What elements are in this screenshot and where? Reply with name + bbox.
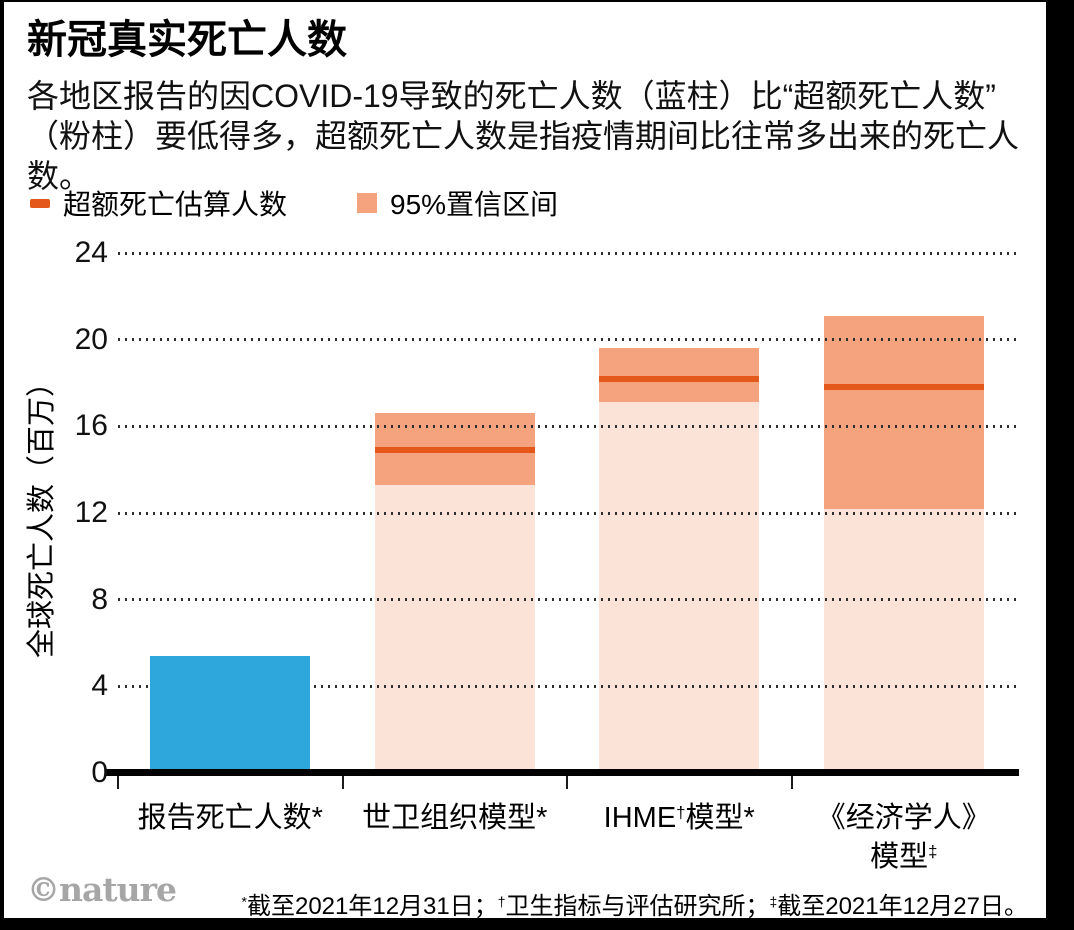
y-tick-label: 20: [74, 322, 108, 356]
footnote-text: 卫生指标与评估研究所；: [505, 893, 770, 920]
y-tick-label: 8: [91, 582, 108, 616]
chart-subtitle-line1: 各地区报告的因COVID-19导致的死亡人数（蓝柱）比“超额死亡人数”: [27, 78, 996, 114]
bar-ihme-model: [599, 348, 760, 773]
x-label-text: *: [743, 802, 755, 834]
x-label-text: 模型: [870, 841, 929, 873]
footnote-text: 截至2021年12月27日。: [777, 893, 1028, 920]
estimate-line: [374, 447, 535, 454]
footnote: *截至2021年12月31日；†卫生指标与评估研究所；‡截至2021年12月27…: [242, 886, 1028, 921]
gridline-16: [118, 424, 1016, 428]
y-tick-label: 4: [91, 669, 108, 703]
bar-who-model: [374, 413, 535, 773]
estimate-line: [823, 384, 984, 391]
legend-estimate-label: 超额死亡估算人数: [63, 189, 288, 220]
estimate-line: [599, 375, 760, 382]
gridline-8: [118, 598, 1016, 602]
x-axis-label: 报告死亡人数*: [90, 799, 370, 838]
x-axis-label: IHME†模型*: [539, 799, 819, 838]
x-axis-line: [106, 769, 1019, 776]
ci-swatch: [357, 193, 377, 213]
x-axis-label: 《经济学人》模型‡: [764, 799, 1044, 877]
bar-economist-model: [823, 315, 984, 773]
estimate-line-swatch: [30, 198, 50, 208]
x-label-text: *: [536, 802, 548, 834]
x-axis-label: 世卫组织模型*: [315, 799, 595, 838]
x-axis-tick: [790, 776, 793, 789]
chart-title: 新冠真实死亡人数: [27, 18, 347, 62]
frame-border-bottom: [0, 918, 1074, 930]
x-label-text: 模型: [685, 802, 744, 834]
gridline-20: [118, 338, 1016, 342]
y-tick-label: 0: [91, 756, 108, 789]
x-label-text: 《经济学人》: [816, 802, 991, 834]
footnote-superscript: †: [497, 893, 506, 910]
frame-border-right: [1046, 0, 1074, 930]
y-tick-label: 12: [74, 496, 108, 529]
frame-border-left: [0, 0, 4, 930]
x-label-superscript: †: [676, 802, 686, 822]
gridline-24: [118, 251, 1016, 255]
y-tick-label: 24: [74, 236, 108, 269]
y-tick-label: 16: [74, 409, 108, 443]
footnote-text: 截至2021年12月31日；: [246, 893, 498, 920]
bar-reported-deaths: [150, 656, 311, 773]
x-label-text: 世卫组织模型: [362, 802, 537, 834]
x-axis-tick: [117, 776, 119, 789]
chart-subtitle-line2: （粉柱）要低得多，超额死亡人数是指疫情期间比往常多出来的死亡人数。: [27, 118, 1020, 194]
x-label-superscript: ‡: [928, 841, 938, 861]
x-axis-tick: [341, 776, 344, 789]
footnote-superscript: *: [241, 893, 247, 910]
legend-item-estimate: 超额死亡估算人数: [30, 188, 287, 220]
gridline-4: [118, 684, 1016, 688]
legend-ci-label: 95%置信区间: [390, 189, 559, 220]
legend-item-ci: 95%置信区间: [357, 188, 558, 220]
x-label-text: 报告死亡人数: [137, 802, 312, 834]
footnote-superscript: ‡: [769, 893, 778, 910]
frame-border-top: [0, 0, 1074, 2]
gridline-12: [118, 511, 1016, 515]
ci-band: [599, 348, 760, 403]
x-label-text: IHME: [603, 802, 677, 834]
chart-subtitle: 各地区报告的因COVID-19导致的死亡人数（蓝柱）比“超额死亡人数” （粉柱）要…: [27, 76, 1041, 196]
nature-logo: ©nature: [27, 870, 177, 909]
x-label-text: *: [311, 802, 323, 834]
x-axis-tick: [566, 776, 568, 789]
ci-band: [823, 315, 984, 509]
